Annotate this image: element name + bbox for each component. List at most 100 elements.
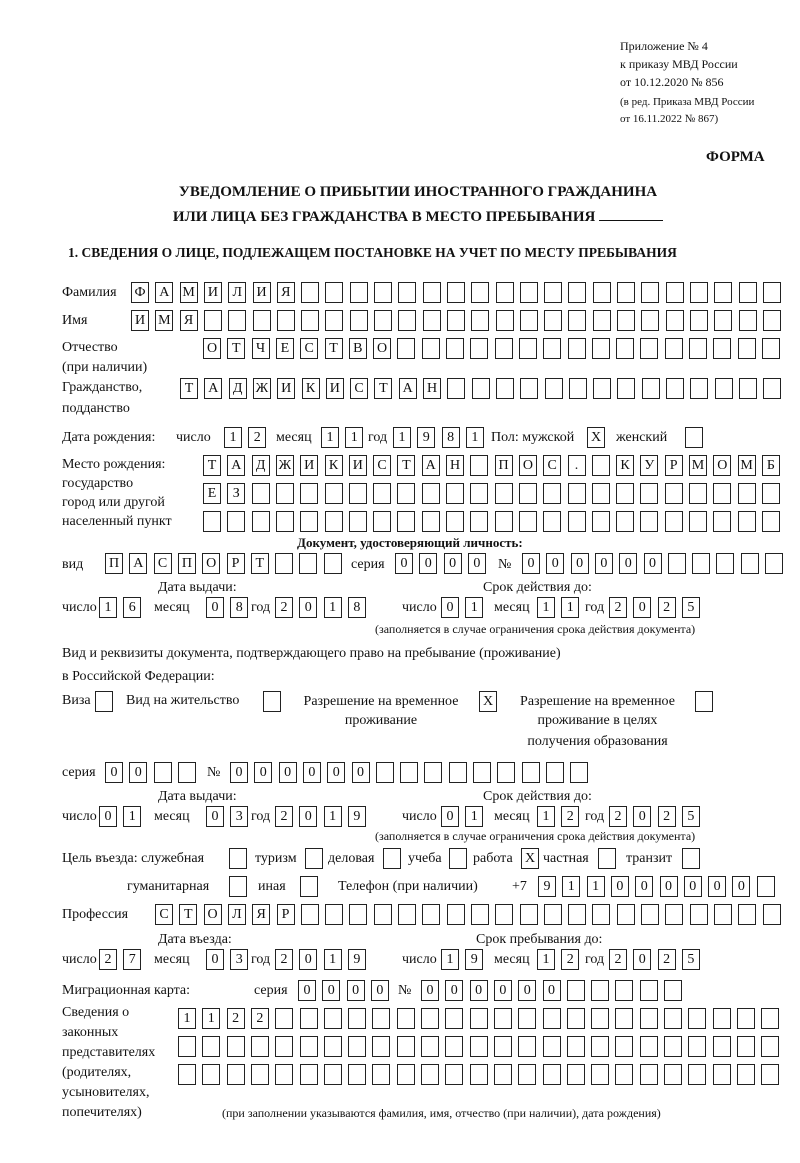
char-box[interactable]: Л [227,904,246,925]
char-box[interactable]: Е [203,483,221,504]
char-box[interactable] [421,1036,439,1057]
char-box[interactable] [713,511,732,532]
char-box[interactable]: 2 [561,806,580,827]
char-box[interactable] [736,1036,755,1057]
char-box[interactable]: Л [228,282,247,303]
char-box[interactable] [446,338,464,359]
char-box[interactable] [762,904,781,925]
char-box[interactable]: М [689,455,707,476]
char-box[interactable]: Р [226,553,245,574]
char-box[interactable] [228,310,247,331]
char-box[interactable] [299,1064,318,1085]
char-box[interactable] [447,378,466,399]
char-box[interactable]: П [177,553,196,574]
char-box[interactable]: В [348,338,367,359]
char-box[interactable]: А [421,455,440,476]
char-box[interactable] [566,1036,585,1057]
char-box[interactable]: О [203,904,222,925]
char-box[interactable] [348,511,367,532]
char-box[interactable]: 0 [570,553,589,574]
char-box[interactable] [521,762,540,783]
char-box[interactable]: 3 [230,806,249,827]
char-box[interactable]: 2 [275,806,293,827]
char-box[interactable]: О [373,338,392,359]
char-box[interactable] [639,980,658,1001]
char-box[interactable]: 0 [469,980,488,1001]
char-box[interactable] [227,511,246,532]
char-box[interactable]: 0 [493,980,512,1001]
char-box[interactable] [398,282,417,303]
char-box[interactable] [567,511,586,532]
char-box[interactable] [737,483,756,504]
char-box[interactable]: 2 [275,597,293,618]
char-box[interactable]: 8 [441,427,460,448]
char-box[interactable]: 0 [643,553,662,574]
char-box[interactable]: 1 [345,427,364,448]
char-box[interactable] [640,338,659,359]
char-box[interactable]: 1 [224,427,242,448]
char-box[interactable] [761,1036,780,1057]
char-box[interactable] [349,310,368,331]
char-box[interactable] [566,1008,585,1029]
char-box[interactable] [470,338,489,359]
char-box[interactable]: 6 [123,597,142,618]
char-box[interactable]: Я [252,904,271,925]
char-box[interactable] [716,553,735,574]
char-box[interactable] [543,904,562,925]
char-box[interactable]: А [398,378,417,399]
char-box[interactable] [545,762,564,783]
char-box[interactable] [471,310,490,331]
char-box[interactable] [542,1064,561,1085]
char-box[interactable] [494,338,513,359]
char-box[interactable] [518,1008,537,1029]
char-box[interactable] [566,980,585,1001]
char-box[interactable] [398,904,416,925]
char-box[interactable]: 1 [562,876,581,897]
char-box[interactable]: Т [374,378,393,399]
char-box[interactable] [275,553,294,574]
char-box[interactable] [736,1064,755,1085]
char-box[interactable] [712,1064,731,1085]
char-box[interactable]: Ф [131,282,149,303]
char-box[interactable] [692,553,711,574]
char-box[interactable] [275,1064,294,1085]
char-box[interactable]: 1 [537,806,555,827]
char-box[interactable]: 0 [370,980,389,1001]
char-box[interactable] [446,310,465,331]
char-box[interactable]: Т [180,378,198,399]
char-box[interactable] [568,378,587,399]
char-box[interactable]: 1 [178,1008,196,1029]
char-box[interactable] [664,511,683,532]
char-box[interactable] [397,511,416,532]
char-box[interactable] [375,762,394,783]
char-box[interactable] [689,338,707,359]
char-box[interactable] [756,876,775,897]
char-box[interactable] [689,310,708,331]
char-box[interactable] [251,511,270,532]
char-box[interactable] [229,876,247,897]
char-box[interactable]: 0 [635,876,654,897]
char-box[interactable] [617,378,636,399]
char-box[interactable]: 0 [302,762,321,783]
char-box[interactable]: Т [227,338,246,359]
char-box[interactable]: 2 [99,949,117,970]
char-box[interactable] [567,338,586,359]
char-box[interactable]: 1 [465,597,484,618]
char-box[interactable] [178,1036,196,1057]
char-box[interactable]: 1 [465,806,484,827]
char-box[interactable] [203,310,222,331]
char-box[interactable] [543,338,562,359]
char-box[interactable] [202,1064,221,1085]
char-box[interactable] [761,1008,780,1029]
char-box[interactable] [493,1064,512,1085]
char-box[interactable] [664,1036,682,1057]
char-box[interactable]: 1 [323,949,342,970]
char-box[interactable]: 0 [230,762,248,783]
char-box[interactable] [229,848,247,869]
char-box[interactable] [762,310,781,331]
char-box[interactable] [300,483,319,504]
char-box[interactable] [544,282,563,303]
char-box[interactable]: 2 [657,597,676,618]
char-box[interactable] [473,762,491,783]
char-box[interactable] [348,483,367,504]
